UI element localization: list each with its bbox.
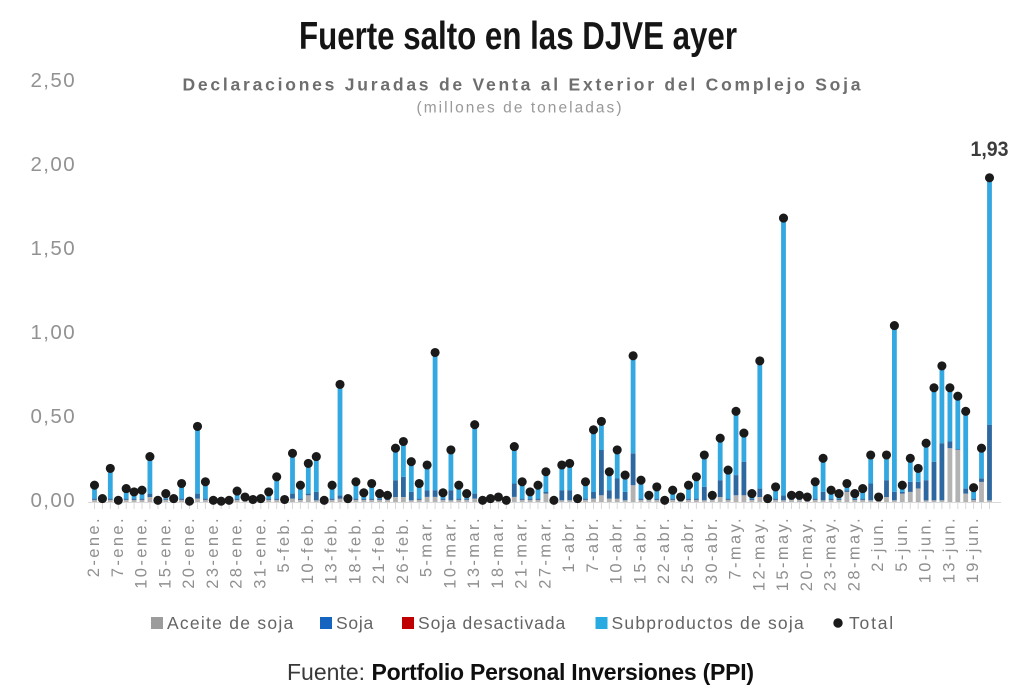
svg-text:5-feb.: 5-feb.	[275, 516, 293, 573]
svg-text:Subproductos de soja: Subproductos de soja	[612, 613, 805, 633]
svg-text:10-jun.: 10-jun.	[917, 516, 935, 583]
svg-text:Fuerte salto en las DJVE ayer: Fuerte salto en las DJVE ayer	[299, 15, 737, 58]
svg-text:2-jun.: 2-jun.	[869, 516, 887, 572]
svg-text:1,00: 1,00	[31, 321, 77, 344]
svg-text:2-ene.: 2-ene.	[85, 516, 103, 577]
svg-text:1,93: 1,93	[971, 138, 1009, 161]
svg-text:7-may.: 7-may.	[727, 516, 745, 580]
svg-text:5-mar.: 5-mar.	[418, 516, 436, 577]
svg-text:21-mar.: 21-mar.	[513, 516, 531, 589]
svg-text:Soja desactivada: Soja desactivada	[418, 613, 566, 633]
svg-text:15-may.: 15-may.	[774, 516, 792, 591]
svg-text:13-feb.: 13-feb.	[323, 516, 341, 584]
svg-text:Fuente:: Fuente:	[287, 659, 365, 685]
svg-text:1-abr.: 1-abr.	[560, 516, 578, 573]
svg-text:20-ene.: 20-ene.	[180, 516, 198, 589]
svg-text:31-ene.: 31-ene.	[251, 516, 269, 589]
svg-text:22-abr.: 22-abr.	[655, 516, 673, 584]
svg-text:7-abr.: 7-abr.	[584, 516, 602, 573]
svg-text:10-mar.: 10-mar.	[441, 516, 459, 589]
svg-text:20-may.: 20-may.	[798, 516, 816, 591]
svg-text:18-feb.: 18-feb.	[346, 516, 364, 584]
svg-text:1,50: 1,50	[31, 237, 77, 260]
svg-text:Total: Total	[849, 613, 894, 633]
svg-text:13-jun.: 13-jun.	[940, 516, 958, 583]
svg-text:13-mar.: 13-mar.	[465, 516, 483, 589]
svg-text:28-ene.: 28-ene.	[228, 516, 246, 589]
svg-text:10-feb.: 10-feb.	[299, 516, 317, 584]
svg-text:15-ene.: 15-ene.	[156, 516, 174, 589]
svg-text:23-may.: 23-may.	[822, 516, 840, 591]
svg-text:(millones de toneladas): (millones de toneladas)	[417, 100, 623, 117]
svg-text:Declaraciones Juradas de Venta: Declaraciones Juradas de Venta al Exteri…	[183, 75, 862, 95]
svg-text:2,00: 2,00	[31, 153, 77, 176]
svg-text:12-may.: 12-may.	[750, 516, 768, 591]
svg-text:10-ene.: 10-ene.	[133, 516, 151, 589]
svg-text:7-ene.: 7-ene.	[109, 516, 127, 577]
svg-text:10-abr.: 10-abr.	[608, 516, 626, 584]
svg-text:Aceite de soja: Aceite de soja	[167, 613, 294, 633]
svg-text:28-may.: 28-may.	[845, 516, 863, 591]
svg-text:18-mar.: 18-mar.	[489, 516, 507, 589]
svg-text:19-jun.: 19-jun.	[964, 516, 982, 583]
svg-text:25-abr.: 25-abr.	[679, 516, 697, 584]
svg-text:0,50: 0,50	[31, 405, 77, 428]
svg-text:21-feb.: 21-feb.	[370, 516, 388, 584]
svg-text:30-abr.: 30-abr.	[703, 516, 721, 584]
svg-text:2,50: 2,50	[31, 69, 77, 92]
svg-text:15-abr.: 15-abr.	[632, 516, 650, 584]
svg-text:0,00: 0,00	[31, 489, 77, 512]
svg-text:Soja: Soja	[336, 613, 374, 633]
svg-text:5-jun.: 5-jun.	[893, 516, 911, 572]
svg-text:23-ene.: 23-ene.	[204, 516, 222, 589]
svg-text:27-mar.: 27-mar.	[536, 516, 554, 589]
svg-text:26-feb.: 26-feb.	[394, 516, 412, 584]
svg-text:Portfolio Personal Inversiones: Portfolio Personal Inversiones (PPI)	[372, 659, 755, 685]
